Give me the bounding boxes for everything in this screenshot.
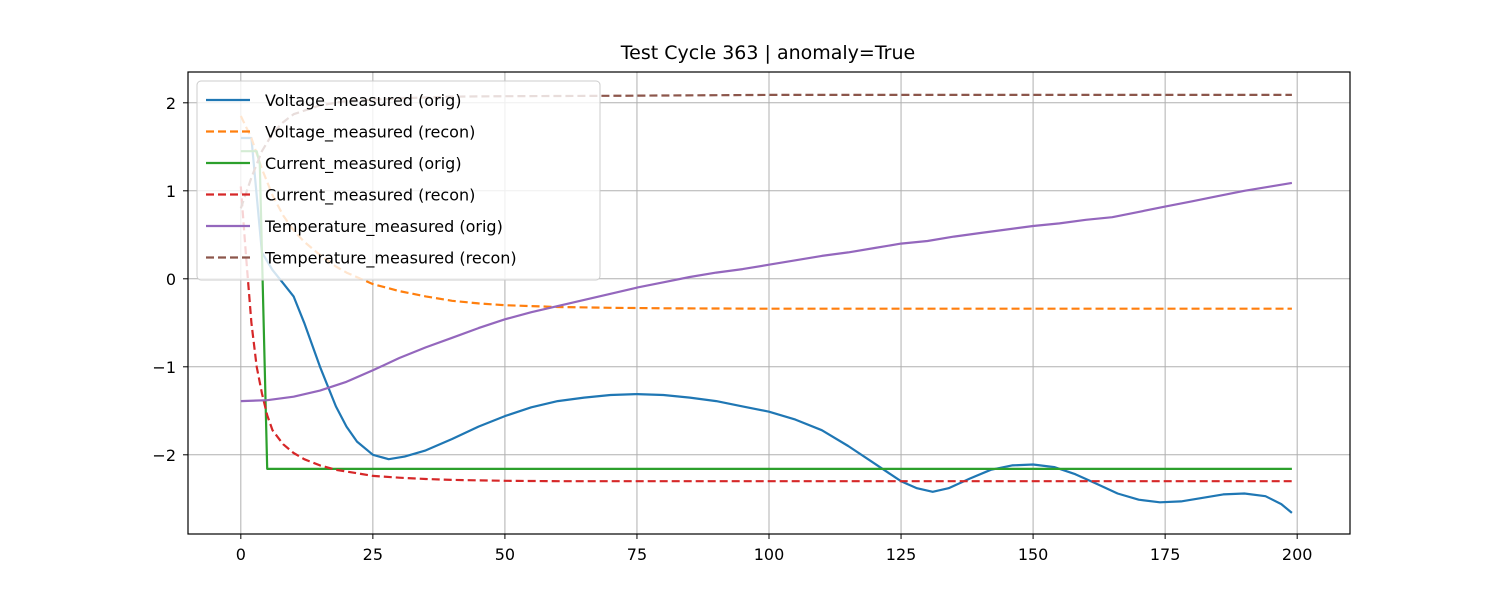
x-tick-label: 150 xyxy=(1018,545,1049,564)
y-axis: −2 −1 0 1 2 xyxy=(152,94,188,465)
y-tick-label: −2 xyxy=(152,446,176,465)
x-tick-label: 125 xyxy=(886,545,917,564)
x-tick-label: 175 xyxy=(1150,545,1181,564)
legend-label: Temperature_measured (recon) xyxy=(264,249,517,269)
y-tick-label: 1 xyxy=(166,182,176,201)
series-line-5 xyxy=(240,181,1293,403)
x-tick-label: 75 xyxy=(627,545,647,564)
x-axis: 0 25 50 75 100 125 150 175 200 xyxy=(236,534,1313,564)
x-tick-label: 200 xyxy=(1282,545,1313,564)
legend-label: Current_measured (orig) xyxy=(265,154,462,174)
y-tick-label: 2 xyxy=(166,94,176,113)
x-tick-label: 100 xyxy=(754,545,785,564)
legend-box xyxy=(196,80,601,281)
x-tick-label: 0 xyxy=(236,545,246,564)
legend-label: Voltage_measured (orig) xyxy=(265,91,462,111)
y-tick-label: 0 xyxy=(166,270,176,289)
series-line-2 xyxy=(239,115,1292,310)
series-line-4 xyxy=(239,186,1292,483)
legend-label: Voltage_measured (recon) xyxy=(265,123,475,143)
legend-label: Current_measured (recon) xyxy=(265,186,475,206)
chart-title: Test Cycle 363 | anomaly=True xyxy=(620,42,915,64)
x-tick-label: 25 xyxy=(363,545,383,564)
legend-label: Temperature_measured (orig) xyxy=(264,217,503,237)
y-tick-label: −1 xyxy=(152,358,176,377)
x-tick-label: 50 xyxy=(495,545,515,564)
series-line-1 xyxy=(240,136,1293,514)
legend: Voltage_measured (orig) Voltage_measured … xyxy=(196,80,601,281)
